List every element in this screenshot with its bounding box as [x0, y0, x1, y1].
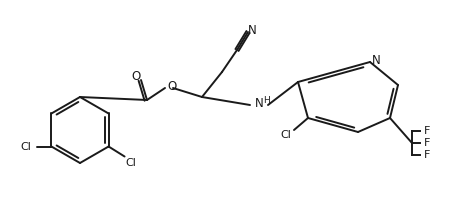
- Text: O: O: [131, 70, 141, 83]
- Text: N: N: [371, 54, 380, 68]
- Text: F: F: [424, 138, 430, 148]
- Text: Cl: Cl: [280, 130, 291, 140]
- Text: F: F: [424, 126, 430, 136]
- Text: Cl: Cl: [20, 141, 31, 152]
- Text: N: N: [248, 24, 256, 37]
- Text: Cl: Cl: [125, 157, 136, 167]
- Text: O: O: [168, 80, 177, 94]
- Text: H: H: [264, 97, 270, 106]
- Text: N: N: [254, 97, 263, 111]
- Text: F: F: [424, 150, 430, 160]
